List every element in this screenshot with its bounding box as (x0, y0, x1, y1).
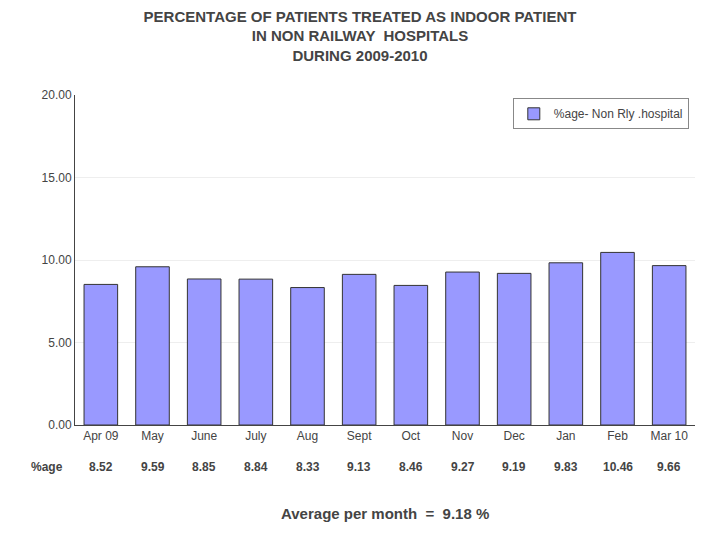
svg-text:July: July (245, 429, 266, 443)
svg-text:Aug: Aug (297, 429, 318, 443)
svg-text:May: May (141, 429, 164, 443)
svg-text:9.66: 9.66 (657, 460, 681, 474)
svg-text:Mar 10: Mar 10 (650, 429, 688, 443)
svg-text:5.00: 5.00 (48, 336, 72, 350)
svg-text:10.46: 10.46 (603, 460, 633, 474)
svg-text:Average per month = 9.18 %: Average per month = 9.18 % (281, 505, 489, 522)
svg-text:%age: %age (31, 460, 63, 474)
svg-text:8.46: 8.46 (399, 460, 423, 474)
svg-text:8.85: 8.85 (192, 460, 216, 474)
svg-text:9.19: 9.19 (502, 460, 526, 474)
svg-text:PERCENTAGE OF PATIENTS TREATED: PERCENTAGE OF PATIENTS TREATED AS INDOOR… (144, 8, 577, 64)
svg-text:Dec: Dec (503, 429, 524, 443)
svg-text:Sept: Sept (347, 429, 372, 443)
svg-text:%age- Non Rly .hospital: %age- Non Rly .hospital (554, 107, 683, 121)
svg-text:10.00: 10.00 (42, 253, 72, 267)
svg-text:Feb: Feb (607, 429, 628, 443)
svg-text:Apr 09: Apr 09 (83, 429, 119, 443)
svg-text:8.84: 8.84 (244, 460, 268, 474)
svg-text:8.33: 8.33 (296, 460, 320, 474)
svg-text:9.13: 9.13 (347, 460, 371, 474)
svg-text:Nov: Nov (452, 429, 473, 443)
svg-text:20.00: 20.00 (42, 88, 72, 102)
svg-text:15.00: 15.00 (42, 171, 72, 185)
svg-text:0.00: 0.00 (48, 418, 72, 432)
svg-text:June: June (191, 429, 217, 443)
svg-text:9.59: 9.59 (141, 460, 165, 474)
svg-text:Jan: Jan (556, 429, 575, 443)
svg-text:9.27: 9.27 (451, 460, 475, 474)
svg-text:9.83: 9.83 (554, 460, 578, 474)
svg-text:Oct: Oct (401, 429, 420, 443)
svg-text:8.52: 8.52 (89, 460, 113, 474)
